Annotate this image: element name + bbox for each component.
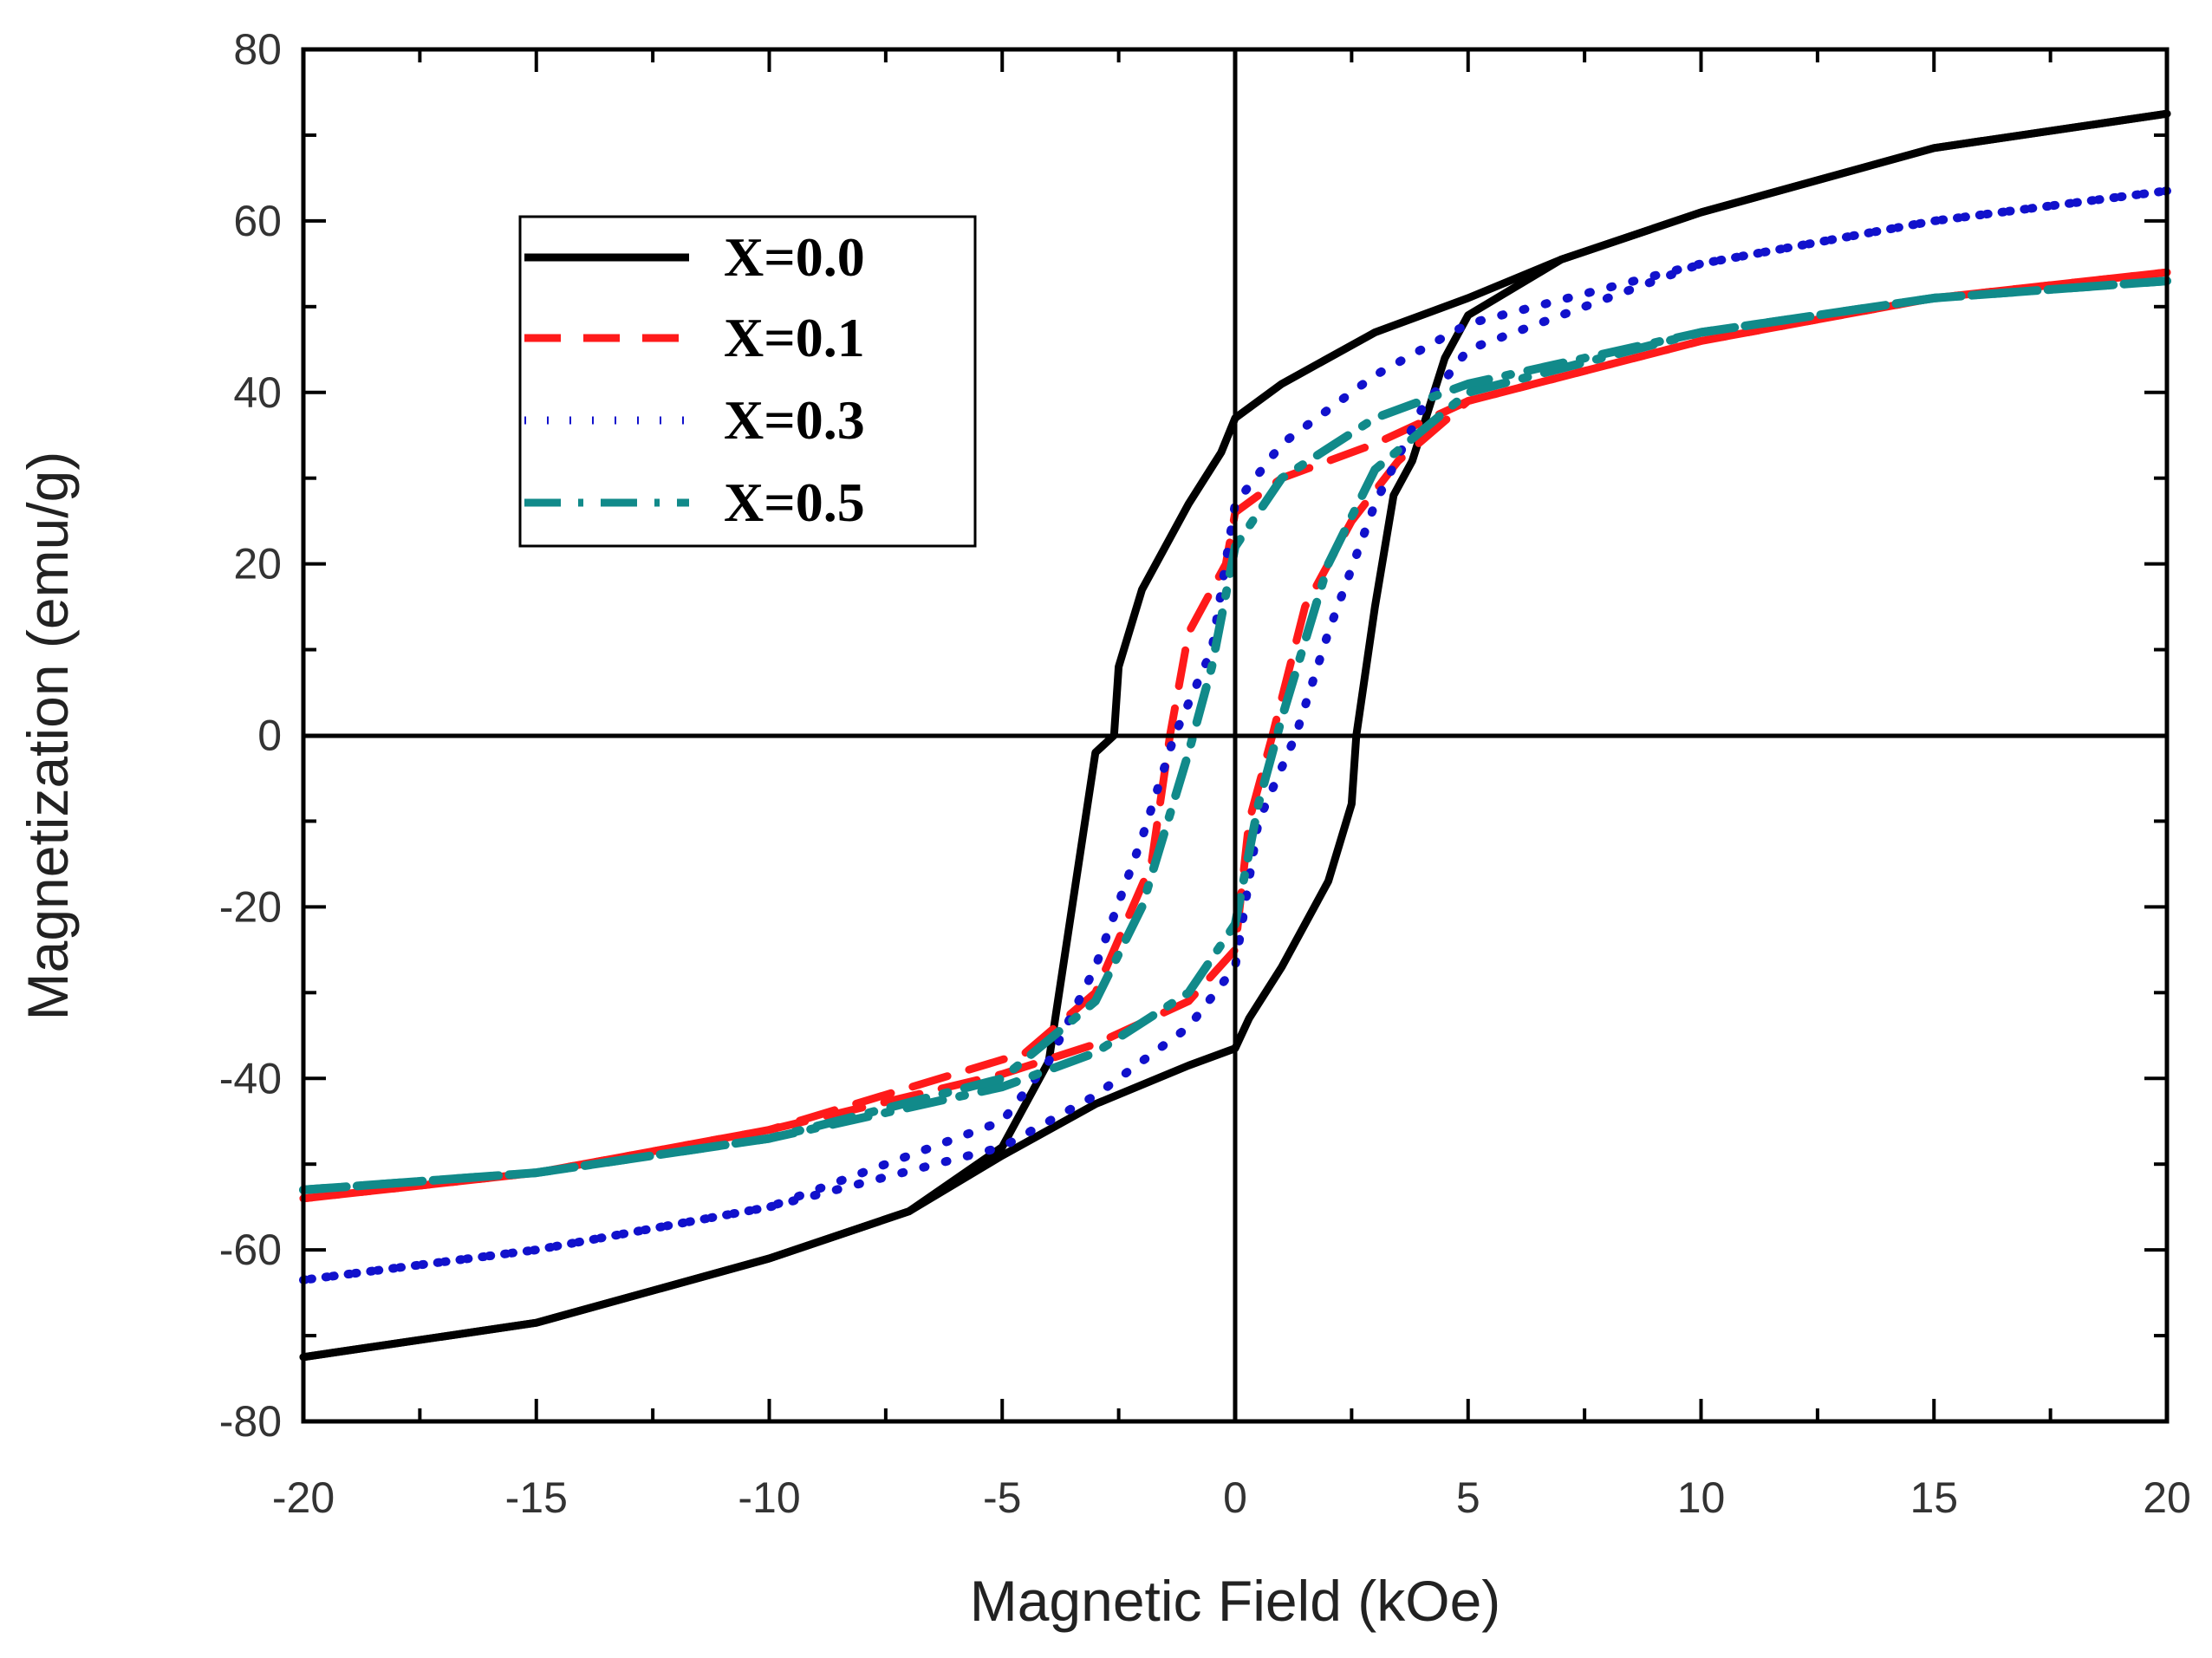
y-tick-label: 20 bbox=[233, 540, 282, 588]
legend-box bbox=[518, 215, 977, 548]
x-tick-label: -5 bbox=[983, 1473, 1021, 1522]
series-3-lower-branch bbox=[299, 276, 2171, 1194]
x-tick-label: 5 bbox=[1456, 1473, 1480, 1522]
x-axis-title: Magnetic Field (kOe) bbox=[970, 1569, 1501, 1633]
series-2-lower-branch bbox=[299, 186, 2171, 1284]
y-axis-title: Magnetization (emu/g) bbox=[16, 452, 80, 1021]
axis-ticks bbox=[302, 48, 2169, 1423]
series-2-upper-branch bbox=[299, 186, 2171, 1284]
x-tick-label: 15 bbox=[1909, 1473, 1958, 1522]
legend: X=0.0 X=0.1 X=0.3 X=0.5 bbox=[518, 215, 977, 548]
y-tick-label: -80 bbox=[219, 1397, 282, 1446]
legend-label-x00: X=0.0 bbox=[724, 226, 865, 288]
y-tick-label: 80 bbox=[233, 25, 282, 74]
legend-label-x05: X=0.5 bbox=[724, 471, 865, 533]
y-tick-label: 40 bbox=[233, 368, 282, 417]
y-tick-labels: 80 60 40 20 0 -20 -40 -60 -80 bbox=[219, 25, 282, 1446]
legend-label-x01: X=0.1 bbox=[724, 307, 865, 368]
series-1-lower-branch bbox=[299, 268, 2171, 1203]
y-tick-label: 60 bbox=[233, 197, 282, 245]
y-tick-label: -40 bbox=[219, 1054, 282, 1102]
y-tick-label: -20 bbox=[219, 882, 282, 931]
legend-label-x03: X=0.3 bbox=[724, 389, 865, 451]
x-tick-label: -20 bbox=[272, 1473, 335, 1522]
series-curves bbox=[299, 109, 2171, 1362]
x-tick-label: 10 bbox=[1677, 1473, 1726, 1522]
series-0-lower-branch bbox=[299, 109, 2171, 1362]
x-tick-labels: -20 -15 -10 -5 0 5 10 15 20 bbox=[272, 1473, 2191, 1522]
y-tick-label: 0 bbox=[257, 712, 282, 760]
y-tick-label: -60 bbox=[219, 1226, 282, 1274]
x-tick-label: 20 bbox=[2143, 1473, 2191, 1522]
x-tick-label: -15 bbox=[505, 1473, 568, 1522]
x-tick-label: 0 bbox=[1223, 1473, 1247, 1522]
x-tick-label: -10 bbox=[738, 1473, 800, 1522]
